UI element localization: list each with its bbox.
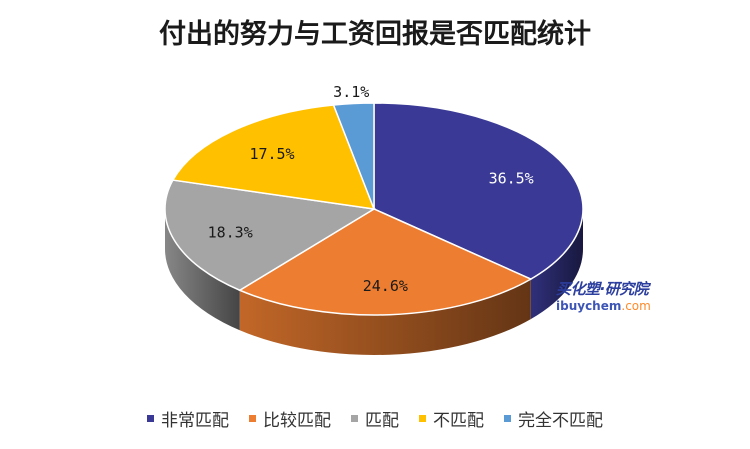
pie-side-1 — [239, 279, 531, 355]
data-label-4: 3.1% — [333, 83, 369, 101]
data-label-2: 18.3% — [208, 223, 253, 241]
pie-side-0 — [530, 209, 583, 320]
data-label-3: 17.5% — [249, 145, 294, 163]
pie-slice-2 — [164, 179, 377, 292]
watermark-brand: 买化塑·研究院 — [556, 280, 649, 298]
watermark-site-suffix: .com — [621, 299, 651, 313]
legend-item-1[interactable]: 比较匹配 — [249, 406, 331, 431]
legend-item-4[interactable]: 完全不匹配 — [504, 406, 603, 431]
legend-item-3[interactable]: 不匹配 — [419, 406, 484, 431]
pie-slice-4 — [332, 102, 375, 210]
legend-item-0[interactable]: 非常匹配 — [147, 406, 229, 431]
pie-slice-0 — [373, 102, 584, 280]
legend-item-2[interactable]: 匹配 — [351, 406, 399, 431]
legend-label-3: 不匹配 — [433, 411, 484, 431]
data-label-1: 24.6% — [363, 277, 408, 295]
legend-swatch-3 — [419, 415, 426, 422]
legend-swatch-4 — [504, 415, 511, 422]
legend-label-1: 比较匹配 — [263, 411, 331, 431]
pie-slice-1 — [238, 208, 533, 316]
legend-label-4: 完全不匹配 — [518, 411, 603, 431]
pie-slice-3 — [171, 104, 376, 210]
legend-swatch-1 — [249, 415, 256, 422]
watermark-site: ibuychem.com — [556, 299, 676, 313]
watermark-logo: 买化塑·研究院 ibuychem.com — [556, 278, 676, 313]
watermark-site-main: ibuychem — [556, 299, 622, 313]
data-label-0: 36.5% — [489, 170, 534, 188]
legend-label-0: 非常匹配 — [161, 411, 229, 431]
legend: 非常匹配 比较匹配 匹配 不匹配 完全不匹配 — [0, 406, 750, 431]
legend-swatch-0 — [147, 415, 154, 422]
legend-swatch-2 — [351, 415, 358, 422]
legend-label-2: 匹配 — [365, 411, 399, 431]
chart-title: 付出的努力与工资回报是否匹配统计 — [159, 19, 591, 50]
